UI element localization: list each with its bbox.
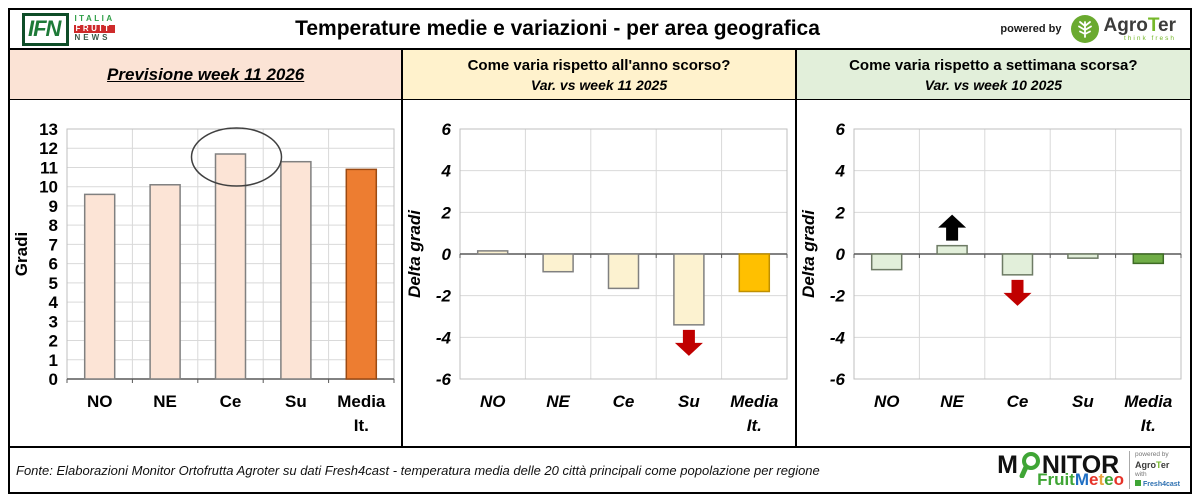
svg-text:-6: -6 <box>436 370 452 389</box>
svg-text:Su: Su <box>285 392 307 411</box>
panel-vs-year-title: Come varia rispetto all'anno scorso? <box>467 56 731 74</box>
svg-text:6: 6 <box>442 120 452 139</box>
agroter-logo: AgroTer think fresh <box>1070 14 1177 44</box>
svg-text:-6: -6 <box>830 370 846 389</box>
svg-text:12: 12 <box>39 139 58 158</box>
panel-forecast: Previsione week 11 2026 0 1 2 3 4 5 6 7 8 9 10 11 12… <box>10 48 404 446</box>
svg-text:-4: -4 <box>830 328 846 347</box>
monitor-wordmark: M NITOR FruitMeteo <box>997 452 1124 488</box>
svg-text:0: 0 <box>835 245 845 264</box>
svg-text:NE: NE <box>153 392 177 411</box>
svg-text:8: 8 <box>49 216 58 235</box>
svg-text:10: 10 <box>39 178 58 197</box>
svg-text:6: 6 <box>835 120 845 139</box>
svg-text:4: 4 <box>49 293 59 312</box>
svg-text:NO: NO <box>87 392 113 411</box>
svg-text:Media: Media <box>1124 392 1172 411</box>
svg-text:NO: NO <box>874 392 900 411</box>
svg-text:Media: Media <box>337 392 386 411</box>
svg-text:5: 5 <box>49 274 58 293</box>
fresh4cast-icon <box>1135 479 1142 486</box>
svg-text:Ce: Ce <box>613 392 635 411</box>
svg-text:Delta gradi: Delta gradi <box>405 209 424 298</box>
monitor-agroter-label: AgroTer <box>1135 459 1170 470</box>
panel-vs-week-title: Come varia rispetto a settimana scorsa? <box>849 56 1138 74</box>
agroter-name: AgroTer <box>1103 14 1177 36</box>
svg-text:2: 2 <box>834 203 845 222</box>
svg-text:2: 2 <box>49 332 58 351</box>
panel-vs-year-header: Come varia rispetto all'anno scorso? Var… <box>403 48 795 100</box>
page-title: Temperature medie e variazioni - per are… <box>295 17 820 40</box>
fresh4cast-label: Fresh4cast <box>1135 479 1180 489</box>
svg-text:1: 1 <box>49 351 58 370</box>
top-band: IFN ITALIA FRUIT NEWS Temperature medie … <box>10 10 1190 48</box>
agroter-text: AgroTer think fresh <box>1104 16 1177 43</box>
ifn-italia-label: ITALIA <box>74 13 115 23</box>
panel-vs-year: Come varia rispetto all'anno scorso? Var… <box>403 48 797 446</box>
panel-forecast-header: Previsione week 11 2026 <box>10 48 402 100</box>
vs-week-chart-area: -6 -4 -2 0 2 4 6 NO NE Ce Su Media It. Delta gradi <box>796 100 1190 446</box>
monitor-fruitmeteo-logo: M NITOR FruitMeteo powered by AgroTer wi… <box>997 451 1180 489</box>
svg-text:13: 13 <box>39 120 58 139</box>
ifn-fruit-label: FRUIT <box>74 24 115 34</box>
magnifier-icon <box>1019 452 1040 478</box>
ifn-acronym: IFN <box>22 12 70 46</box>
ifn-logo: IFN ITALIA FRUIT NEWS <box>22 12 115 46</box>
panel-vs-week-subtitle: Var. vs week 10 2025 <box>924 76 1062 93</box>
panel-vs-week: Come varia rispetto a settimana scorsa? … <box>796 48 1190 446</box>
svg-text:9: 9 <box>49 197 58 216</box>
report-frame: IFN ITALIA FRUIT NEWS Temperature medie … <box>8 8 1192 494</box>
svg-text:2: 2 <box>441 203 452 222</box>
svg-text:It.: It. <box>354 416 369 435</box>
svg-text:4: 4 <box>441 162 452 181</box>
svg-text:6: 6 <box>49 255 58 274</box>
panel-forecast-title: Previsione week 11 2026 <box>107 64 305 84</box>
source-note: Fonte: Elaborazioni Monitor Ortofrutta A… <box>16 462 820 478</box>
svg-text:-4: -4 <box>436 328 452 347</box>
panels-row: Previsione week 11 2026 0 1 2 3 4 5 6 7 8 9 10 11 12… <box>10 48 1190 446</box>
powered-by-label: powered by <box>1000 23 1062 35</box>
panel-vs-year-subtitle: Var. vs week 11 2025 <box>530 76 668 93</box>
agroter-tagline: think fresh <box>1124 34 1176 42</box>
footer: Fonte: Elaborazioni Monitor Ortofrutta A… <box>10 446 1190 492</box>
fruitmeteo-label: FruitMeteo <box>1037 470 1125 489</box>
agroter-tree-icon <box>1070 15 1099 43</box>
monitor-title: M NITOR <box>997 450 1120 479</box>
svg-text:-2: -2 <box>830 287 846 306</box>
svg-text:7: 7 <box>49 235 58 254</box>
ifn-news-label: NEWS <box>74 33 111 43</box>
svg-text:Delta gradi: Delta gradi <box>799 209 818 298</box>
forecast-chart-area: 0 1 2 3 4 5 6 7 8 9 10 11 12 13 NO NE Ce Su Media It. Gradi <box>10 100 402 446</box>
svg-text:Ce: Ce <box>1006 392 1028 411</box>
vs-week-bar-chart: -6 -4 -2 0 2 4 6 NO NE Ce Su Media It. Delta gradi <box>799 120 1182 435</box>
svg-text:-2: -2 <box>436 287 452 306</box>
monitor-powered-label: powered by <box>1135 451 1169 459</box>
monitor-powered-by: powered by AgroTer with Fresh4cast <box>1129 451 1180 489</box>
vs-year-bar-chart: -6 -4 -2 0 2 4 6 NO NE Ce Su Media It. Delta gradi <box>405 120 788 435</box>
svg-text:Su: Su <box>1072 392 1094 411</box>
svg-text:0: 0 <box>49 370 58 389</box>
svg-text:11: 11 <box>40 158 58 177</box>
svg-text:0: 0 <box>442 245 452 264</box>
svg-text:NO: NO <box>480 392 506 411</box>
svg-text:Ce: Ce <box>220 392 242 411</box>
panel-vs-week-header: Come varia rispetto a settimana scorsa? … <box>796 48 1190 100</box>
svg-text:Media: Media <box>731 392 779 411</box>
svg-text:It.: It. <box>747 416 762 435</box>
svg-text:Gradi: Gradi <box>12 232 31 276</box>
svg-text:Su: Su <box>678 392 700 411</box>
svg-text:NE: NE <box>547 392 571 411</box>
svg-text:4: 4 <box>834 162 845 181</box>
vs-year-chart-area: -6 -4 -2 0 2 4 6 NO NE Ce Su Media It. Delta gradi <box>403 100 795 446</box>
svg-text:NE: NE <box>940 392 964 411</box>
svg-text:3: 3 <box>49 312 58 331</box>
powered-by-block: powered by AgroTer think fresh <box>1000 14 1176 44</box>
ifn-wordmark: ITALIA FRUIT NEWS <box>74 13 115 43</box>
svg-text:It.: It. <box>1140 416 1155 435</box>
monitor-with-label: with <box>1135 471 1147 479</box>
